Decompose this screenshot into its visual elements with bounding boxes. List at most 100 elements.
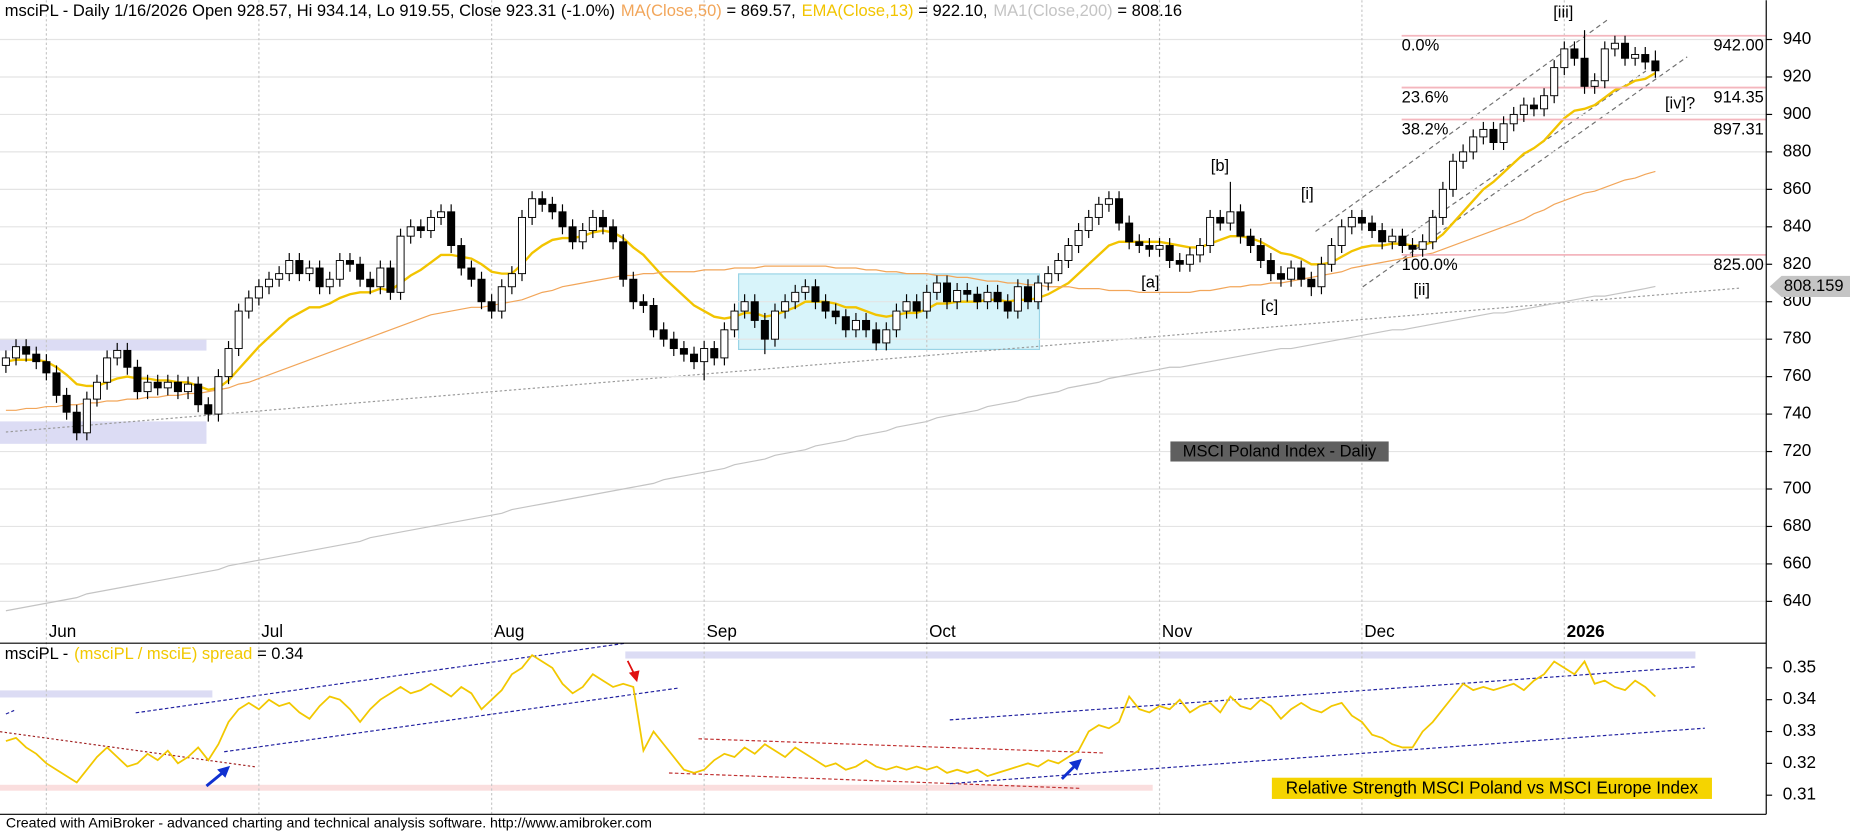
candle-body <box>1570 48 1579 59</box>
candle-body <box>1357 216 1366 224</box>
candle-body <box>254 286 263 299</box>
candle-body <box>710 348 719 359</box>
y-tick-label: 680 <box>1783 516 1812 535</box>
footer: Created with AmiBroker - advanced charti… <box>6 814 652 830</box>
arrow-head <box>1068 758 1082 771</box>
candle-body <box>1519 104 1528 115</box>
candle-body <box>396 235 405 293</box>
candle-body <box>1428 216 1437 243</box>
candle-body <box>32 353 41 363</box>
zone-band <box>0 338 207 351</box>
candle-body <box>1206 216 1215 247</box>
candle-body <box>376 267 385 288</box>
candle-body <box>811 286 820 303</box>
candle-body <box>477 278 486 303</box>
candle-body <box>244 297 253 312</box>
candle-body <box>760 319 769 340</box>
fib-name: 38.2% <box>1402 120 1449 138</box>
candle-body <box>1094 203 1103 218</box>
fib-value: 914.35 <box>1713 89 1763 107</box>
panel-header: msciPL - (msciPL / msciE) spread = 0.34 <box>5 645 304 663</box>
candle-body <box>1003 301 1012 312</box>
zone-band <box>0 784 1153 791</box>
subtitle: MSCI Poland Index - Daliy <box>1183 442 1377 460</box>
candle-body <box>740 301 749 312</box>
fib-name: 23.6% <box>1402 89 1449 107</box>
candle-body <box>295 260 304 275</box>
y-tick-label: 780 <box>1783 329 1812 348</box>
candle-body <box>406 226 415 237</box>
y-tick-label: 920 <box>1783 66 1812 85</box>
candle-body <box>669 338 678 350</box>
candle-body <box>1246 235 1255 247</box>
wave-label: [a] <box>1141 274 1159 292</box>
candle-body <box>123 349 132 368</box>
candle-body <box>1317 263 1326 288</box>
wave-label: [ii] <box>1413 281 1430 299</box>
candle-body <box>305 267 314 275</box>
candle-body <box>1560 48 1569 69</box>
candle-body <box>184 383 193 393</box>
candle-body <box>1165 245 1174 261</box>
candle-body <box>517 216 527 275</box>
candle-body <box>1368 222 1377 232</box>
candle-body <box>862 319 871 331</box>
candle-body <box>902 301 911 312</box>
candle-body <box>113 349 122 359</box>
channel-line <box>668 772 1080 789</box>
candle-body <box>335 260 344 280</box>
candle-body <box>659 329 668 340</box>
candle-body <box>173 381 182 393</box>
zone-band <box>625 651 1696 659</box>
candle-body <box>1600 48 1609 82</box>
candle-body <box>82 398 91 434</box>
candle-body <box>275 273 284 280</box>
candle-body <box>467 267 476 280</box>
candle-body <box>973 293 982 303</box>
x-tick-label: Dec <box>1364 622 1395 641</box>
candle-body <box>437 211 446 218</box>
wave-label: [i] <box>1301 185 1314 203</box>
series-line <box>5 72 1656 391</box>
x-tick-label: Nov <box>1162 622 1193 641</box>
legend-entry: (msciPL / msciE) spread <box>74 645 252 663</box>
candle-body <box>1378 230 1387 243</box>
channel-line <box>1362 56 1688 288</box>
candle-body <box>922 291 931 312</box>
candle-body <box>366 278 375 288</box>
candle-body <box>598 216 607 228</box>
wave-label: [b] <box>1211 157 1229 175</box>
candle-body <box>1469 136 1478 153</box>
candle-body <box>1347 216 1356 228</box>
candle-body <box>1195 245 1205 256</box>
y-tick-label: 660 <box>1783 553 1812 572</box>
last-value-tag <box>1769 275 1850 298</box>
candle-body <box>1337 226 1346 247</box>
channel-line <box>949 727 1705 785</box>
candle-body <box>143 381 152 393</box>
legend-value: = 869.57, <box>726 2 795 20</box>
candle-body <box>103 357 112 383</box>
candle-body <box>1145 245 1154 250</box>
wave-label: [c] <box>1261 297 1278 315</box>
candle-body <box>912 301 921 312</box>
candle-body <box>1115 198 1124 224</box>
decorations <box>0 19 1741 791</box>
y-tick-label: 840 <box>1783 216 1812 235</box>
candle-body <box>1398 235 1407 247</box>
arrow-head <box>217 765 231 778</box>
candle-body <box>1388 235 1397 243</box>
x-tick-label: 2026 <box>1567 622 1605 641</box>
fib-name: 0.0% <box>1402 37 1440 55</box>
candle-body <box>1297 267 1306 280</box>
candle-body <box>285 260 294 275</box>
candle-body <box>993 291 1002 303</box>
x-tick-label: Sep <box>707 622 737 641</box>
y-tick-label: 0.33 <box>1783 721 1816 740</box>
candle-body <box>882 329 891 344</box>
candle-body <box>214 376 223 415</box>
candle-body <box>92 381 101 400</box>
candle-body <box>507 273 516 288</box>
candle-body <box>831 310 840 318</box>
candle-body <box>264 278 274 288</box>
